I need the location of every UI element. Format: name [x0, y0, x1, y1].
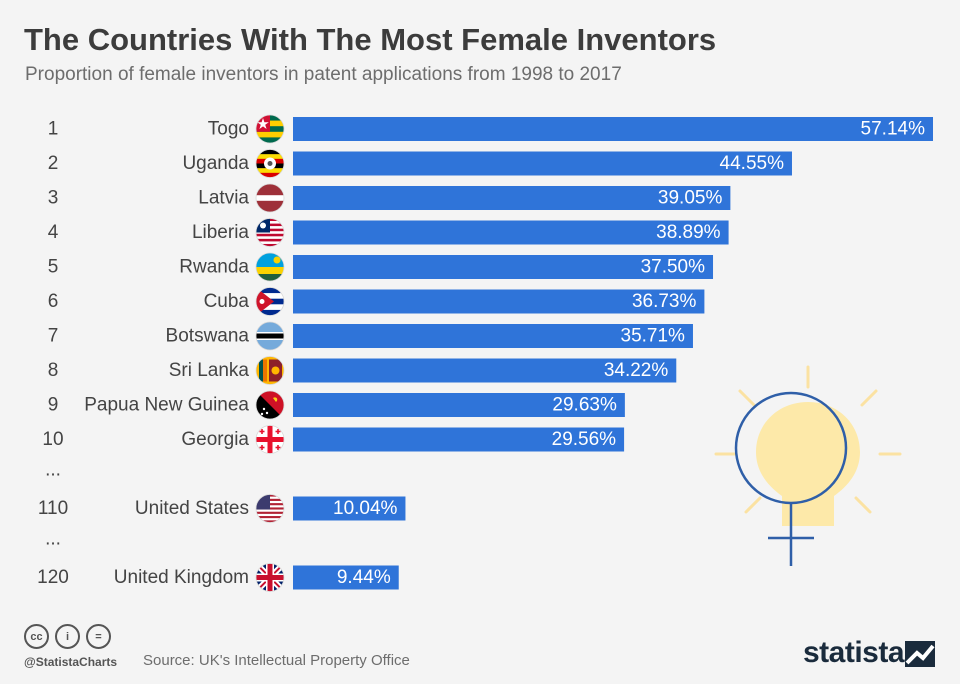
bar-value-label: 44.55%	[720, 153, 785, 174]
bar-value-label: 37.50%	[641, 257, 706, 278]
bar-value-label: 9.44%	[337, 567, 391, 588]
rank-label: 2	[48, 153, 59, 174]
female-symbol-lightbulb-icon	[714, 365, 902, 566]
attribution-icon: i	[55, 624, 80, 649]
bar	[293, 358, 677, 383]
bar-chart: 1 Togo 57.14% 2 Uganda 44.55% 3 Latvia 39.05% 4 Li…	[37, 114, 933, 592]
sri-lanka-flag	[255, 356, 285, 385]
bar	[293, 393, 625, 417]
us-flag	[255, 494, 285, 523]
country-label: Rwanda	[179, 257, 249, 278]
rank-label: 4	[48, 222, 59, 243]
bar-value-label: 57.14%	[861, 119, 926, 140]
statista-logo[interactable]: statista	[803, 636, 905, 669]
source-note: Source: UK's Intellectual Property Offic…	[143, 652, 410, 669]
bar-value-label: 34.22%	[604, 360, 669, 381]
bar-value-label: 39.05%	[658, 188, 723, 209]
rank-label: 7	[48, 326, 59, 347]
country-label: Cuba	[204, 291, 250, 312]
uk-flag	[255, 563, 285, 592]
togo-flag	[255, 114, 285, 144]
cuba-flag	[255, 287, 285, 316]
rank-ellipsis: ...	[45, 460, 61, 481]
rank-label: 10	[42, 429, 63, 450]
country-label: Botswana	[166, 326, 250, 347]
rank-label: 1	[48, 119, 59, 140]
bar	[293, 117, 933, 141]
bar	[293, 565, 399, 590]
rank-label: 110	[38, 498, 68, 519]
no-derivatives-icon: =	[86, 624, 111, 649]
papua-new-guinea-flag	[255, 390, 285, 420]
liberia-flag	[255, 218, 285, 247]
uganda-flag	[255, 149, 285, 178]
country-label: Togo	[208, 119, 249, 140]
latvia-flag	[255, 183, 285, 213]
rank-label: 5	[48, 257, 59, 278]
bar	[293, 289, 705, 314]
rwanda-flag	[255, 252, 285, 282]
bar-value-label: 29.63%	[552, 395, 617, 416]
rank-label: 8	[48, 360, 59, 381]
cc-icon: cc	[24, 624, 49, 649]
georgia-flag	[255, 425, 285, 454]
country-label: Sri Lanka	[169, 360, 250, 381]
bar-value-label: 38.89%	[656, 222, 721, 243]
country-label: Liberia	[192, 222, 249, 243]
twitter-handle[interactable]: @StatistaCharts	[24, 655, 118, 669]
bar	[293, 255, 714, 279]
bar	[293, 151, 792, 176]
country-label: Latvia	[198, 188, 249, 209]
bar	[293, 220, 729, 245]
statista-logo-mark-icon	[905, 641, 935, 667]
bar-value-label: 10.04%	[333, 498, 398, 519]
country-label: Papua New Guinea	[84, 395, 249, 416]
country-label: Uganda	[182, 153, 249, 174]
rank-ellipsis: ...	[45, 529, 61, 550]
creative-commons-icons: cc i =	[24, 624, 111, 649]
country-label: United States	[135, 498, 249, 519]
botswana-flag	[255, 321, 285, 351]
bar-value-label: 36.73%	[632, 291, 697, 312]
bar	[293, 324, 693, 348]
country-label: United Kingdom	[114, 567, 249, 588]
chart-title: The Countries With The Most Female Inven…	[24, 22, 717, 57]
country-label: Georgia	[181, 429, 249, 450]
rank-label: 120	[37, 567, 69, 588]
bar	[293, 496, 406, 521]
bar-value-label: 35.71%	[621, 326, 686, 347]
bar	[293, 427, 625, 452]
rank-label: 6	[48, 291, 59, 312]
chart-subtitle: Proportion of female inventors in patent…	[25, 64, 622, 85]
rank-label: 9	[48, 395, 59, 416]
rank-label: 3	[48, 188, 59, 209]
bar-value-label: 29.56%	[552, 429, 617, 450]
bar	[293, 186, 731, 210]
